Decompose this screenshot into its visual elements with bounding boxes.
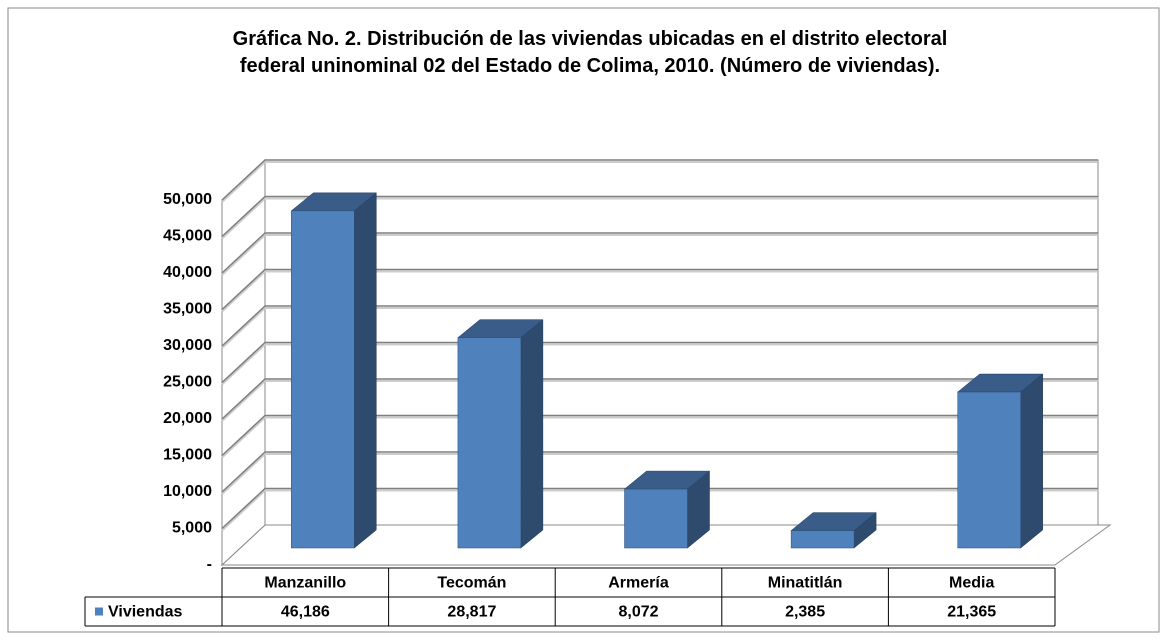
- grid-line: [221, 451, 1098, 493]
- data-label: 21,365: [947, 604, 996, 621]
- bar-side: [1020, 373, 1043, 549]
- grid-line-shadow: [221, 380, 1098, 422]
- y-tick-label: 50,000: [163, 191, 212, 208]
- chart-title: Gráfica No. 2. Distribución de las vivie…: [232, 28, 948, 77]
- data-label: 46,186: [281, 604, 330, 621]
- grid-line: [221, 341, 1098, 384]
- bar: [457, 337, 522, 549]
- legend-label: Viviendas: [108, 604, 183, 621]
- x-tick-label: Minatitlán: [768, 575, 843, 592]
- grid-line: [221, 159, 1098, 201]
- grid-line: [221, 232, 1098, 274]
- grid-line-shadow: [221, 416, 1098, 459]
- grid-line-shadow: [221, 234, 1098, 276]
- x-tick-label: Tecomán: [437, 575, 506, 592]
- bar-side: [520, 319, 544, 549]
- data-label: 8,072: [618, 604, 658, 621]
- grid-line-shadow: [221, 161, 1098, 203]
- y-tick-label: 10,000: [163, 483, 212, 500]
- grid-line-shadow: [221, 343, 1098, 386]
- data-label: 2,385: [785, 604, 825, 621]
- grid-line: [221, 268, 1098, 311]
- y-tick-label: 45,000: [163, 228, 212, 245]
- bar: [624, 488, 688, 549]
- grid-line-shadow: [221, 453, 1098, 495]
- y-tick-label: -: [207, 556, 212, 573]
- y-tick-label: 5,000: [172, 520, 212, 537]
- x-tick-label: Manzanillo: [264, 575, 346, 592]
- y-tick-label: 25,000: [163, 374, 212, 391]
- y-tick-label: 30,000: [163, 337, 212, 354]
- grid-line-shadow: [221, 197, 1098, 240]
- y-tick-label: 35,000: [163, 301, 212, 318]
- x-tick-label: Media: [949, 575, 994, 592]
- grid-line: [221, 305, 1098, 347]
- bar: [291, 210, 355, 549]
- data-label: 28,817: [447, 604, 496, 621]
- grid-line-shadow: [221, 307, 1098, 349]
- grid-line: [221, 378, 1098, 420]
- y-tick-label: 15,000: [163, 447, 212, 464]
- y-tick-label: 40,000: [163, 264, 212, 281]
- y-tick-label: 20,000: [163, 410, 212, 427]
- bar-side: [354, 192, 377, 549]
- legend-key: [95, 607, 103, 616]
- bar: [790, 530, 855, 549]
- grid-line-shadow: [221, 489, 1098, 532]
- grid-line: [221, 414, 1098, 457]
- grid-line: [221, 195, 1098, 238]
- grid-line-shadow: [221, 270, 1098, 313]
- x-tick-label: Armería: [608, 575, 669, 592]
- bar: [957, 391, 1021, 549]
- grid-line: [221, 487, 1098, 530]
